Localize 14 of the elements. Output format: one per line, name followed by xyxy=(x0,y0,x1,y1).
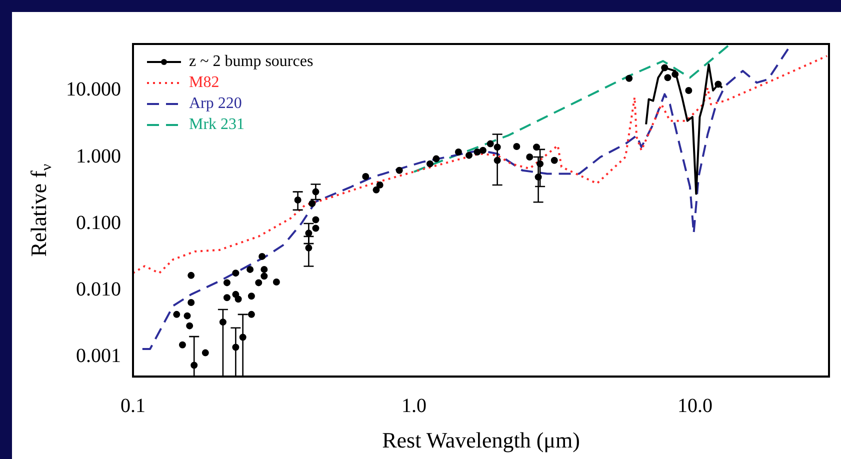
x-tick-label: 0.1 xyxy=(120,394,146,417)
legend-label: Mrk 231 xyxy=(189,116,245,134)
x-tick-label: 1.0 xyxy=(401,394,426,417)
legend-label: M82 xyxy=(189,74,220,92)
y-tick-label: 0.010 xyxy=(76,278,121,300)
legend-label: Arp 220 xyxy=(189,95,242,112)
y-tick-label: 1.000 xyxy=(76,145,121,168)
x-tick-label: 10.0 xyxy=(677,394,712,417)
y-tick-label: 10.000 xyxy=(66,78,121,101)
y-axis-title: Relative fν xyxy=(26,164,55,257)
y-tick-label: 0.001 xyxy=(76,344,121,367)
y-tick-label: 0.100 xyxy=(76,212,121,234)
legend-label: z ~ 2 bump sources xyxy=(189,53,314,70)
x-axis-title: Rest Wavelength (μm) xyxy=(382,428,580,453)
